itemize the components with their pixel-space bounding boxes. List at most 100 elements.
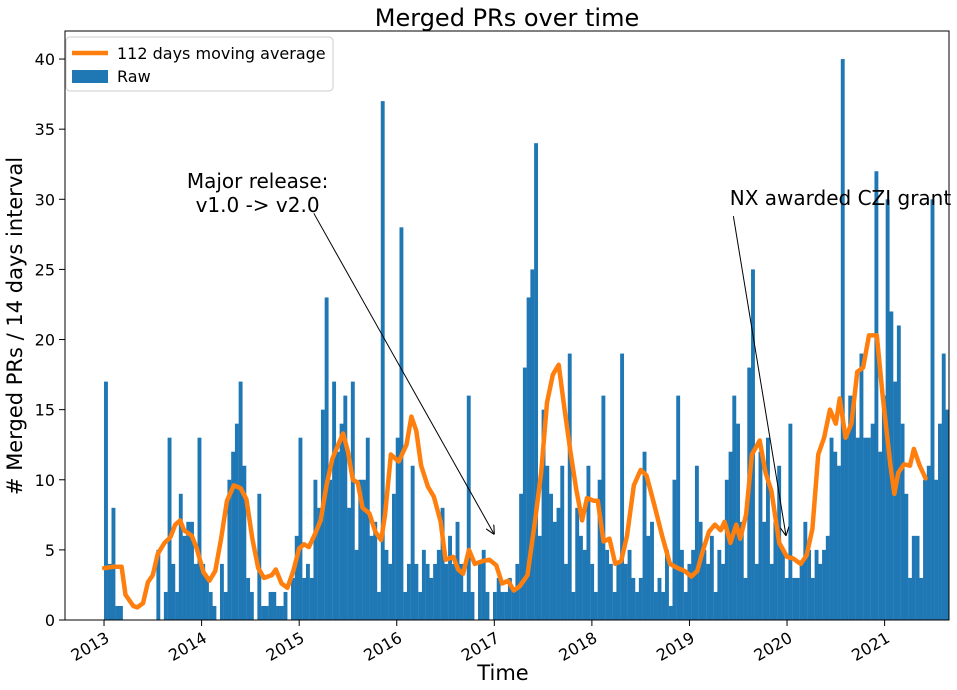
annotation-line: v1.0 -> v2.0 — [196, 193, 320, 217]
annotation-arrow — [313, 213, 495, 534]
bar — [537, 535, 542, 620]
bar — [751, 269, 755, 620]
bar — [870, 423, 875, 620]
bar — [758, 451, 763, 620]
bar — [436, 549, 441, 620]
bar — [919, 577, 924, 620]
bar — [709, 535, 714, 620]
bar — [410, 465, 415, 620]
bar — [668, 605, 673, 620]
bar — [855, 437, 860, 620]
bar — [219, 563, 224, 620]
bar — [242, 465, 247, 620]
bar — [302, 577, 307, 620]
x-tick-label: 2014 — [165, 628, 210, 665]
bar — [702, 549, 707, 620]
bar — [406, 563, 411, 620]
bar — [866, 437, 871, 620]
bar — [478, 563, 482, 620]
bar — [272, 591, 277, 620]
x-tick-label: 2015 — [263, 628, 308, 665]
bar — [769, 563, 774, 620]
bar — [354, 549, 359, 620]
bar — [369, 535, 374, 620]
bar — [463, 591, 467, 620]
x-tick-label: 2016 — [360, 628, 405, 665]
bar — [844, 437, 849, 620]
bar — [736, 423, 740, 620]
bar — [107, 563, 112, 620]
bar — [893, 381, 898, 620]
bar — [687, 563, 692, 620]
bar — [350, 381, 355, 620]
bar — [504, 591, 509, 620]
bar — [597, 479, 602, 620]
bar — [784, 577, 789, 620]
legend-frame — [65, 36, 334, 92]
bar — [807, 549, 812, 620]
bar — [676, 395, 681, 620]
bar — [171, 563, 176, 620]
y-tick-label: 5 — [45, 541, 55, 560]
bar — [451, 563, 456, 620]
bar — [661, 591, 666, 620]
bar — [638, 577, 643, 620]
y-axis-label: # Merged PRs / 14 days interval — [3, 157, 27, 495]
bar — [863, 437, 868, 620]
bar — [878, 451, 883, 620]
bar — [511, 591, 516, 620]
bar — [545, 465, 550, 620]
bar — [343, 395, 348, 620]
bar — [713, 591, 718, 620]
y-axis: 0 5 10 15 20 25 30 35 40 — [35, 50, 65, 630]
bar — [178, 493, 183, 620]
bar — [208, 591, 213, 620]
bar — [305, 563, 310, 620]
bar — [283, 591, 288, 620]
bar — [586, 465, 591, 620]
annotation-line: Major release: — [187, 169, 329, 193]
bar — [822, 549, 826, 620]
bar — [852, 395, 856, 620]
bar — [111, 507, 116, 620]
bar — [552, 521, 557, 620]
bar — [799, 563, 804, 620]
bar — [268, 591, 273, 620]
bar — [900, 423, 905, 620]
moving-average-line — [101, 333, 928, 610]
x-axis: 2013 2014 2015 2016 2017 2018 2019 2020 2021 — [68, 620, 893, 665]
annotation-arrow — [732, 216, 786, 536]
bar — [724, 479, 729, 620]
bar — [773, 521, 778, 620]
bar — [492, 591, 497, 620]
y-tick-label: 40 — [35, 50, 55, 69]
bar — [575, 507, 580, 620]
bar — [650, 521, 654, 620]
bar — [223, 591, 228, 620]
bar — [941, 353, 946, 620]
y-tick-label: 30 — [35, 190, 55, 209]
plot-frame — [64, 30, 950, 621]
bar — [440, 507, 445, 620]
bar — [309, 577, 314, 620]
x-tick-label: 2019 — [653, 628, 698, 665]
bar — [205, 577, 209, 620]
bar — [425, 563, 430, 620]
bar — [234, 423, 239, 620]
bar — [507, 577, 512, 620]
bar — [257, 493, 262, 620]
bar — [938, 423, 942, 620]
bar — [459, 563, 464, 620]
legend: 112 days moving average Raw — [65, 36, 334, 92]
bar — [294, 535, 299, 620]
bar — [780, 549, 785, 620]
bar — [399, 227, 404, 620]
raw-bar-series — [104, 59, 949, 620]
bar — [261, 605, 265, 620]
y-tick-label: 25 — [35, 260, 55, 279]
bar — [418, 591, 423, 620]
bar — [485, 591, 490, 620]
bar — [377, 591, 381, 620]
bar — [743, 577, 748, 620]
